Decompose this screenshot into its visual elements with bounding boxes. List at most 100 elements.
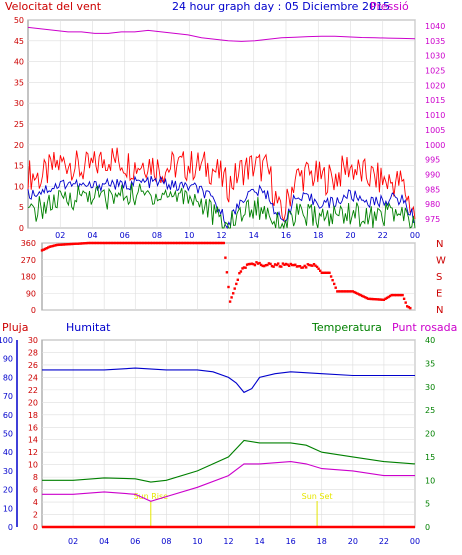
direction-point: [174, 241, 177, 245]
direction-point: [118, 241, 121, 245]
direction-point: [328, 271, 331, 274]
direction-point: [345, 290, 348, 293]
y-right-tick-label: 975: [425, 215, 440, 224]
y-right-tick-label: 1035: [425, 37, 445, 46]
series-wind_min: [27, 183, 416, 230]
pluja-tick-label: 60: [3, 411, 13, 420]
direction-point: [144, 241, 148, 245]
direction-point: [249, 262, 252, 266]
direction-point: [92, 241, 95, 245]
x-tick-label: 06: [120, 231, 130, 240]
direction-point: [283, 263, 286, 266]
pluja-tick-label: 80: [3, 373, 13, 382]
direction-point: [70, 242, 73, 246]
temp-tick-label: 0: [425, 523, 430, 532]
direction-point: [47, 246, 50, 249]
direction-point: [347, 290, 350, 293]
y-right-tick-label: 1040: [425, 22, 445, 31]
direction-point: [374, 298, 378, 301]
direction-point: [123, 241, 126, 245]
direction-point: [370, 297, 373, 301]
y-right-tick-label: 1020: [425, 81, 445, 90]
direction-point: [154, 241, 157, 245]
direction-point: [115, 241, 118, 245]
direction-point: [64, 243, 67, 246]
direction-point: [297, 265, 300, 268]
direction-point: [244, 266, 247, 269]
direction-point: [270, 264, 274, 268]
temp-tick-label: 30: [425, 383, 435, 392]
direction-point: [75, 242, 78, 245]
direction-point: [129, 241, 132, 245]
direction-point: [250, 262, 253, 265]
x-tick-label: 08: [152, 231, 162, 240]
direction-point: [312, 263, 316, 266]
direction-point: [267, 262, 271, 265]
direction-point: [127, 241, 131, 245]
direction-point: [135, 241, 138, 245]
series-temperatura: [42, 439, 416, 483]
direction-point: [96, 241, 100, 245]
direction-point: [308, 263, 311, 267]
direction-point: [121, 241, 124, 245]
direction-point: [277, 262, 280, 265]
direction-point: [393, 293, 396, 297]
y-left-tick-label: 10: [14, 182, 24, 191]
y-left-tick-label: 25: [14, 120, 24, 129]
direction-point: [351, 290, 354, 293]
direction-point: [158, 241, 162, 245]
direction-point: [325, 271, 328, 274]
x-tick-label: 06: [130, 537, 140, 546]
direction-point: [43, 247, 47, 251]
y-right-tick-label: 1025: [425, 67, 445, 76]
x-tick-label: 20: [348, 537, 358, 546]
humitat-tick-label: 30: [28, 336, 38, 345]
direction-point: [329, 275, 333, 278]
direction-point: [190, 241, 193, 245]
x-tick-label: 22: [379, 537, 389, 546]
direction-point: [40, 249, 44, 252]
direction-point: [395, 293, 398, 297]
direction-point: [401, 293, 404, 297]
humitat-tick-label: 18: [28, 411, 38, 420]
humitat-tick-label: 10: [28, 461, 38, 470]
direction-point: [388, 294, 392, 298]
direction-point: [269, 262, 272, 266]
direction-point: [255, 261, 258, 264]
x-tick-label: 02: [68, 537, 78, 546]
direction-point: [177, 241, 180, 245]
humitat-tick-label: 0: [33, 523, 38, 532]
compass-label: E: [436, 289, 442, 300]
legend-temperatura: Temperatura: [311, 321, 382, 334]
direction-point: [193, 241, 196, 245]
direction-point: [301, 266, 305, 269]
direction-point: [298, 265, 302, 268]
pluja-tick-label: 100: [0, 336, 13, 345]
direction-point: [402, 297, 406, 300]
temp-tick-label: 40: [425, 336, 435, 345]
pluja-tick-label: 10: [3, 504, 13, 513]
series-wind_avg: [27, 175, 416, 230]
pluja-tick-label: 30: [3, 467, 13, 476]
pluja-tick-label: 20: [3, 486, 13, 495]
direction-point: [336, 290, 339, 293]
direction-point: [211, 241, 215, 245]
y-right-tick-label: 980: [425, 200, 440, 209]
direction-point: [205, 241, 208, 245]
direction-point: [169, 241, 173, 245]
direction-point: [275, 263, 278, 267]
direction-point: [266, 263, 269, 267]
humitat-tick-label: 4: [33, 498, 38, 507]
y-right-tick-label: 1030: [425, 52, 445, 61]
x-tick-label: 18: [317, 537, 327, 546]
humitat-tick-label: 2: [33, 511, 38, 520]
direction-point: [166, 241, 170, 245]
direction-point: [48, 245, 51, 248]
direction-point: [185, 241, 188, 245]
direction-point: [381, 298, 384, 301]
direction-point: [109, 241, 112, 245]
direction-point: [71, 242, 75, 246]
direction-point: [264, 264, 267, 267]
direction-point: [53, 244, 56, 247]
